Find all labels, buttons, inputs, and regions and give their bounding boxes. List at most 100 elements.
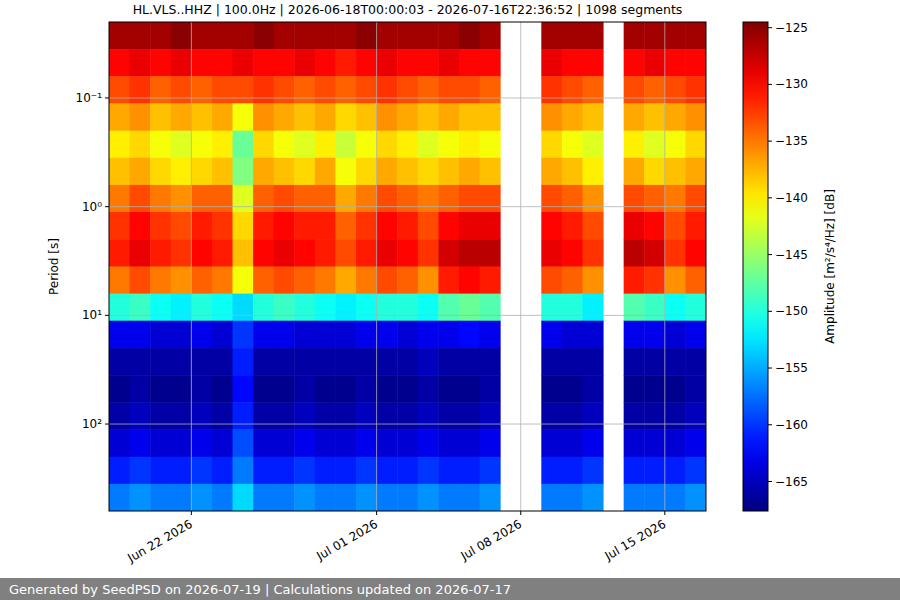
cell [541, 348, 562, 376]
cell [562, 484, 583, 511]
cell [150, 429, 171, 457]
cell [212, 457, 233, 485]
x-tick-label: Jul 15 2026 [602, 517, 669, 564]
cell [377, 76, 398, 104]
cell [109, 76, 130, 104]
grid-line [109, 424, 706, 425]
cell [130, 158, 151, 186]
cell [171, 76, 192, 104]
cell [562, 76, 583, 104]
cell [418, 484, 439, 511]
cell [109, 348, 130, 376]
cell [191, 158, 212, 186]
cell [377, 22, 398, 50]
colorbar-tick-label: −140 [775, 191, 808, 205]
cell [541, 158, 562, 186]
cell [233, 348, 254, 376]
cell [665, 212, 686, 240]
cell [624, 239, 645, 267]
cell [562, 402, 583, 430]
cell [191, 212, 212, 240]
cell [418, 457, 439, 485]
cell [418, 103, 439, 131]
cell [212, 402, 233, 430]
cell [150, 348, 171, 376]
cell [335, 484, 356, 511]
cell [480, 131, 501, 159]
colorbar-tick [768, 197, 772, 198]
cell [377, 375, 398, 403]
cell [377, 266, 398, 294]
cell [253, 457, 274, 485]
cell [685, 158, 706, 186]
colorbar-tick-label: −160 [775, 418, 808, 432]
cell [562, 429, 583, 457]
cell [335, 266, 356, 294]
cell [418, 76, 439, 104]
cell [562, 239, 583, 267]
cell [541, 321, 562, 349]
cell [418, 294, 439, 322]
cell [541, 484, 562, 511]
cell [480, 266, 501, 294]
cell [685, 239, 706, 267]
cell [541, 212, 562, 240]
cell [315, 76, 336, 104]
cell [150, 402, 171, 430]
cell [294, 49, 315, 77]
cell [274, 429, 295, 457]
cell [274, 484, 295, 511]
cell [171, 457, 192, 485]
cell [191, 76, 212, 104]
cell [130, 457, 151, 485]
cell [109, 103, 130, 131]
cell [109, 131, 130, 159]
cell [212, 131, 233, 159]
cell [377, 49, 398, 77]
cell [315, 103, 336, 131]
cell [665, 131, 686, 159]
cell [150, 484, 171, 511]
cell [685, 348, 706, 376]
cell [438, 158, 459, 186]
cell [130, 185, 151, 213]
cell [212, 375, 233, 403]
cell [397, 22, 418, 50]
cell [438, 294, 459, 322]
cell [356, 294, 377, 322]
cell [171, 158, 192, 186]
cell [253, 158, 274, 186]
cell [294, 185, 315, 213]
cell [541, 103, 562, 131]
cell [233, 266, 254, 294]
cell [253, 294, 274, 322]
cell [294, 239, 315, 267]
cell [644, 158, 665, 186]
cell [397, 266, 418, 294]
cell [253, 429, 274, 457]
cell [109, 239, 130, 267]
cell [541, 429, 562, 457]
cell [212, 266, 233, 294]
cell [335, 103, 356, 131]
cell [109, 158, 130, 186]
cell [397, 131, 418, 159]
cell [150, 158, 171, 186]
cell [582, 321, 603, 349]
cell [109, 457, 130, 485]
cell [665, 484, 686, 511]
colorbar-scale [743, 22, 768, 511]
cell [233, 22, 254, 50]
cell [541, 131, 562, 159]
cell [562, 348, 583, 376]
cell [356, 131, 377, 159]
cell [624, 348, 645, 376]
cell [212, 22, 233, 50]
cell [459, 103, 480, 131]
cell [315, 321, 336, 349]
cell [150, 457, 171, 485]
cell [582, 131, 603, 159]
y-tick-label: 10² [82, 417, 102, 431]
cell [150, 76, 171, 104]
cell [377, 103, 398, 131]
